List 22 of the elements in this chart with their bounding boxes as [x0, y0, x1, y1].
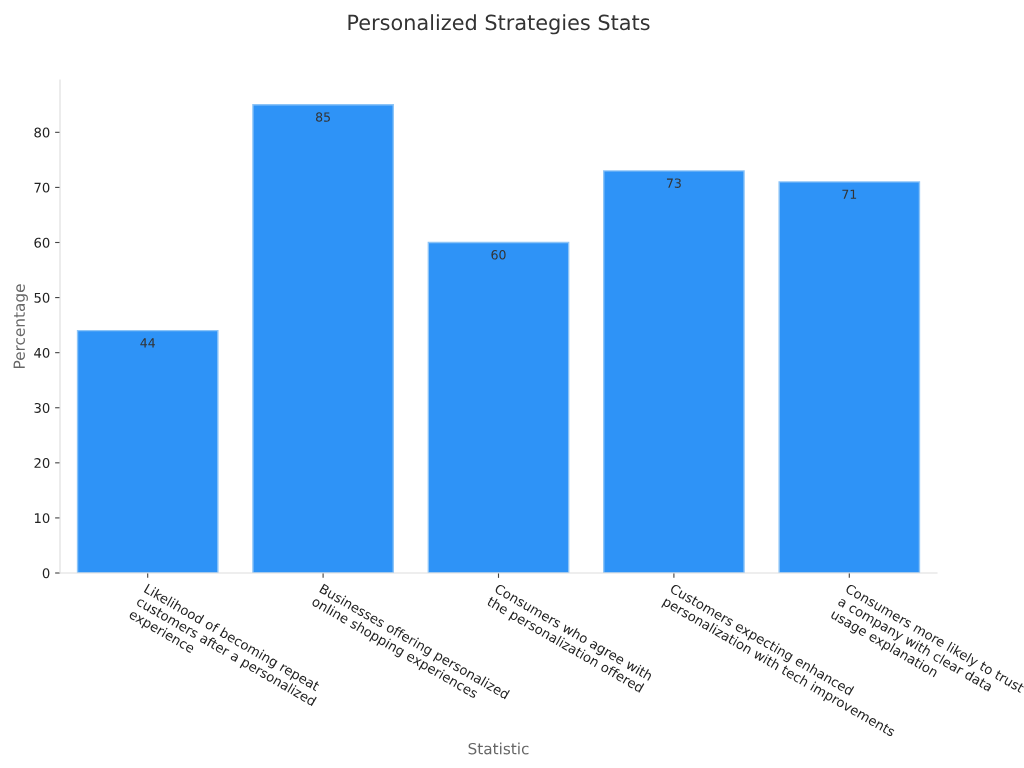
data-label: 44: [140, 338, 155, 348]
y-tick-label: 10: [34, 513, 50, 524]
y-tick-label: 20: [34, 458, 50, 469]
data-label: 85: [315, 112, 330, 122]
y-tick-label: 60: [34, 237, 50, 248]
y-tick-label: 40: [34, 347, 50, 358]
bar: [252, 104, 394, 573]
bar: [778, 181, 921, 573]
data-label: 60: [491, 250, 506, 260]
y-tick-label: 50: [34, 292, 50, 303]
y-tick-label: 80: [34, 127, 50, 138]
bar: [427, 241, 570, 573]
bar: [603, 170, 745, 573]
x-axis-title: Statistic: [468, 742, 529, 755]
data-label: 73: [666, 178, 681, 188]
y-tick-label: 30: [34, 402, 50, 413]
chart-title: Personalized Strategies Stats: [348, 14, 650, 35]
y-axis-title: Percentage: [13, 284, 28, 368]
data-label: 71: [842, 189, 857, 199]
y-tick-label: 70: [34, 182, 50, 193]
bar: [76, 329, 219, 573]
y-tick-label: 0: [42, 568, 50, 579]
